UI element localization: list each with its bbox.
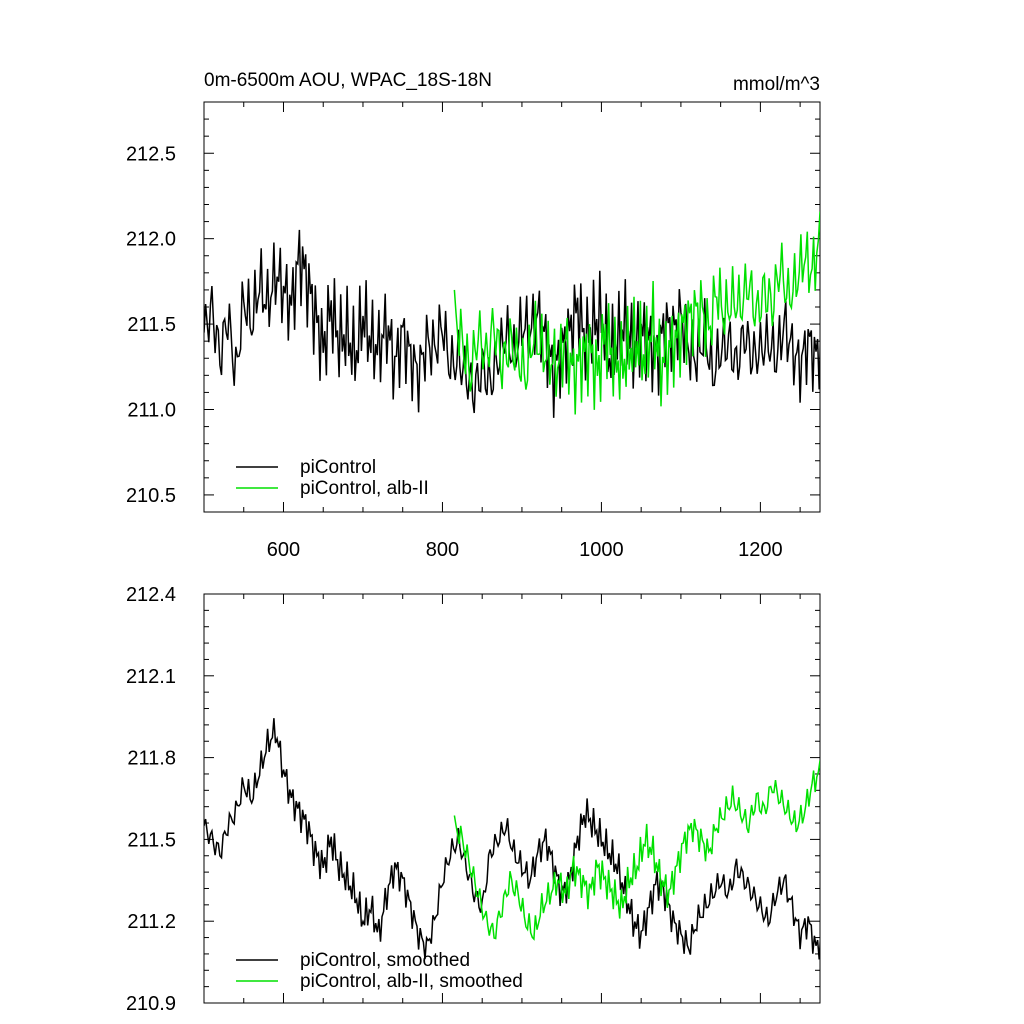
y-tick-label: 212.5: [126, 143, 176, 165]
y-tick-label: 211.5: [127, 314, 176, 336]
x-tick-label: 600: [267, 539, 300, 561]
units-label: mmol/m^3: [733, 74, 820, 95]
legend-label: piControl, alb-II: [300, 478, 429, 499]
y-tick-label: 211.5: [127, 829, 176, 851]
plot-frame: [203, 593, 821, 1004]
bottom-panel: 210.9 211.2 211.5 211.8 212.1 212.4 piControl,…: [126, 584, 821, 1015]
y-tick-label: 211.0: [127, 400, 176, 422]
y-tick-label: 212.4: [126, 584, 176, 606]
legend-label: piControl, alb-II, smoothed: [300, 971, 523, 992]
series-line-picontrol: [204, 718, 820, 960]
y-tick-label: 210.9: [126, 993, 176, 1015]
x-tick-label: 1200: [738, 539, 783, 561]
series-line-albII: [453, 211, 820, 415]
x-tick-label: 800: [426, 539, 459, 561]
y-tick-label: 210.5: [126, 485, 176, 507]
y-tick-label: 212.0: [126, 229, 176, 251]
top-panel: 600 800 1000 1200 210.5 211.0 211.5 212.0 212.5 0…: [126, 70, 821, 561]
y-tick-label: 211.8: [127, 748, 176, 770]
y-tick-label: 211.2: [127, 911, 176, 933]
legend-label: piControl: [300, 457, 376, 478]
chart-title: 0m-6500m AOU, WPAC_18S-18N: [204, 70, 492, 91]
series-line-albII: [453, 760, 820, 941]
y-tick-label: 212.1: [126, 666, 176, 688]
legend-label: piControl, smoothed: [300, 950, 470, 971]
x-tick-label: 1000: [579, 539, 624, 561]
